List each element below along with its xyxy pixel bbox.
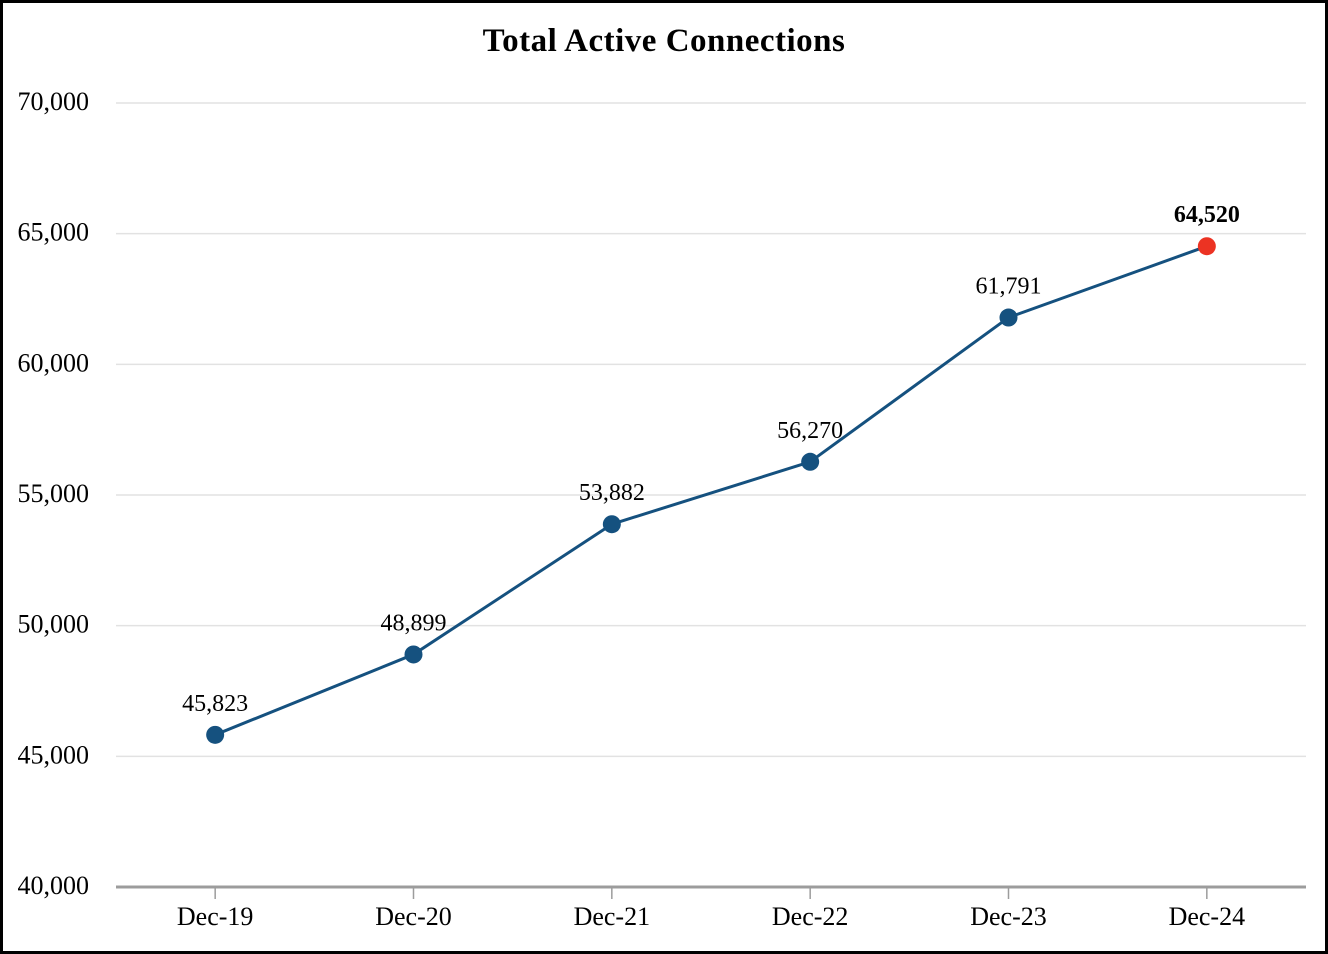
chart-title: Total Active Connections <box>482 23 846 59</box>
x-axis-tick-label: Dec-19 <box>177 902 254 931</box>
series-line <box>213 244 1209 737</box>
y-axis-tick-label: 60,000 <box>18 348 90 377</box>
data-point-marker <box>602 515 621 534</box>
data-label: 45,823 <box>182 691 248 717</box>
data-label: 61,791 <box>976 274 1042 300</box>
x-axis-tick-label: Dec-23 <box>970 902 1047 931</box>
y-axis-tick-label: 40,000 <box>18 871 90 900</box>
data-point-marker <box>999 308 1018 327</box>
x-axis-tick-label: Dec-21 <box>574 902 651 931</box>
y-axis-tick-label: 65,000 <box>18 218 90 247</box>
data-label: 64,520 <box>1174 202 1240 228</box>
y-axis-tick-label: 50,000 <box>18 610 90 639</box>
data-label: 48,899 <box>381 610 447 636</box>
data-label: 53,882 <box>579 480 645 506</box>
y-axis-tick-label: 55,000 <box>18 479 90 508</box>
x-axis-tick-label: Dec-20 <box>375 902 452 931</box>
y-axis-tick-label: 45,000 <box>18 740 90 769</box>
x-axis-tick-label: Dec-24 <box>1169 902 1246 931</box>
data-point-marker-highlight <box>1197 237 1216 256</box>
data-point-marker <box>801 452 820 471</box>
x-axis-tick-label: Dec-22 <box>772 902 849 931</box>
line-chart-canvas: 40,000 45,000 50,000 55,000 60,000 65,000 70,0… <box>18 87 1306 931</box>
y-axis-tick-label: 70,000 <box>18 87 90 116</box>
data-point-marker <box>206 725 225 744</box>
data-label: 56,270 <box>777 418 843 444</box>
data-point-marker <box>404 645 423 664</box>
